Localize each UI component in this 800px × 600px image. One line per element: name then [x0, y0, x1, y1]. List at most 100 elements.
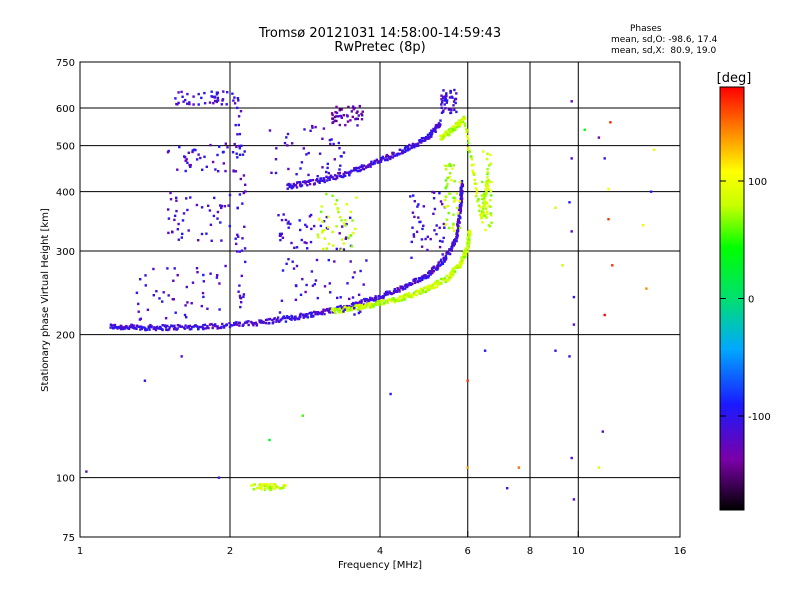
data-point — [320, 312, 324, 316]
data-point — [203, 91, 206, 95]
data-point — [339, 304, 342, 308]
data-point — [323, 228, 326, 232]
data-point — [330, 112, 334, 115]
data-point — [486, 210, 489, 213]
chart-subtitle: RwPretec (8p) — [334, 40, 426, 55]
data-point — [461, 191, 464, 194]
data-point — [311, 124, 314, 128]
data-point — [236, 97, 240, 100]
data-point — [343, 308, 346, 311]
data-point — [390, 300, 394, 303]
data-point — [307, 151, 310, 155]
data-point — [444, 187, 447, 190]
data-point — [240, 274, 243, 278]
data-point — [316, 175, 319, 178]
data-point — [460, 203, 463, 207]
data-point — [441, 262, 445, 265]
data-point — [479, 206, 482, 209]
data-point — [424, 139, 427, 142]
data-point — [395, 290, 398, 293]
data-point — [247, 320, 250, 323]
data-point — [467, 241, 470, 244]
data-point — [305, 153, 308, 156]
data-point — [331, 117, 335, 120]
data-point — [184, 169, 187, 173]
data-point — [135, 291, 139, 294]
data-point — [459, 192, 463, 195]
data-point — [335, 105, 338, 109]
data-point — [376, 302, 379, 305]
data-point — [442, 109, 445, 112]
data-point — [386, 154, 389, 158]
data-point — [360, 118, 364, 121]
data-point — [268, 438, 271, 442]
data-point — [304, 315, 308, 318]
data-point — [170, 324, 173, 327]
data-point — [357, 301, 361, 305]
data-point — [351, 296, 355, 299]
data-point — [485, 190, 488, 194]
data-point — [462, 117, 466, 121]
data-point — [419, 279, 422, 283]
data-point — [335, 115, 338, 118]
data-point — [389, 292, 392, 295]
data-point — [180, 236, 183, 239]
data-point — [181, 232, 184, 236]
data-point — [350, 110, 353, 113]
data-point — [422, 274, 426, 277]
data-point — [489, 190, 493, 193]
data-point — [232, 169, 235, 172]
data-point — [360, 299, 363, 302]
data-point — [348, 173, 351, 176]
data-point — [154, 328, 158, 332]
data-point — [315, 312, 318, 315]
data-point — [331, 176, 334, 179]
data-point — [353, 106, 356, 110]
data-point — [237, 115, 241, 118]
data-point — [338, 168, 341, 171]
data-point — [486, 171, 489, 174]
data-point — [427, 288, 431, 292]
data-point — [131, 326, 135, 329]
data-point — [184, 159, 187, 162]
data-point — [485, 180, 488, 183]
data-point — [428, 135, 431, 138]
data-point — [385, 299, 389, 302]
data-point — [412, 194, 415, 197]
data-point — [333, 115, 337, 119]
data-point — [305, 180, 308, 183]
data-point — [489, 212, 492, 215]
data-point — [327, 309, 330, 312]
data-point — [145, 328, 148, 331]
data-point — [431, 190, 434, 194]
data-point — [243, 321, 247, 324]
data-point — [201, 291, 205, 295]
data-point — [279, 487, 282, 490]
data-point — [444, 133, 448, 136]
data-point — [310, 227, 313, 231]
data-point — [336, 115, 339, 118]
data-point — [196, 325, 199, 328]
data-point — [466, 244, 469, 247]
data-point — [467, 138, 470, 141]
data-point — [459, 123, 463, 126]
data-point — [167, 294, 170, 297]
x-tick-label: 2 — [227, 546, 233, 557]
data-point — [397, 297, 400, 300]
data-point — [343, 305, 346, 308]
data-point — [462, 115, 466, 119]
data-point — [221, 322, 224, 326]
data-point — [355, 111, 358, 115]
data-point — [180, 325, 183, 328]
data-point — [238, 193, 242, 196]
data-point — [218, 308, 221, 311]
data-point — [414, 277, 418, 281]
data-point — [375, 158, 379, 161]
data-point — [607, 218, 610, 221]
data-point — [458, 123, 461, 126]
data-point — [427, 286, 431, 289]
data-point — [331, 113, 334, 117]
data-point — [199, 156, 202, 160]
data-point — [223, 205, 227, 208]
data-point — [321, 220, 324, 223]
